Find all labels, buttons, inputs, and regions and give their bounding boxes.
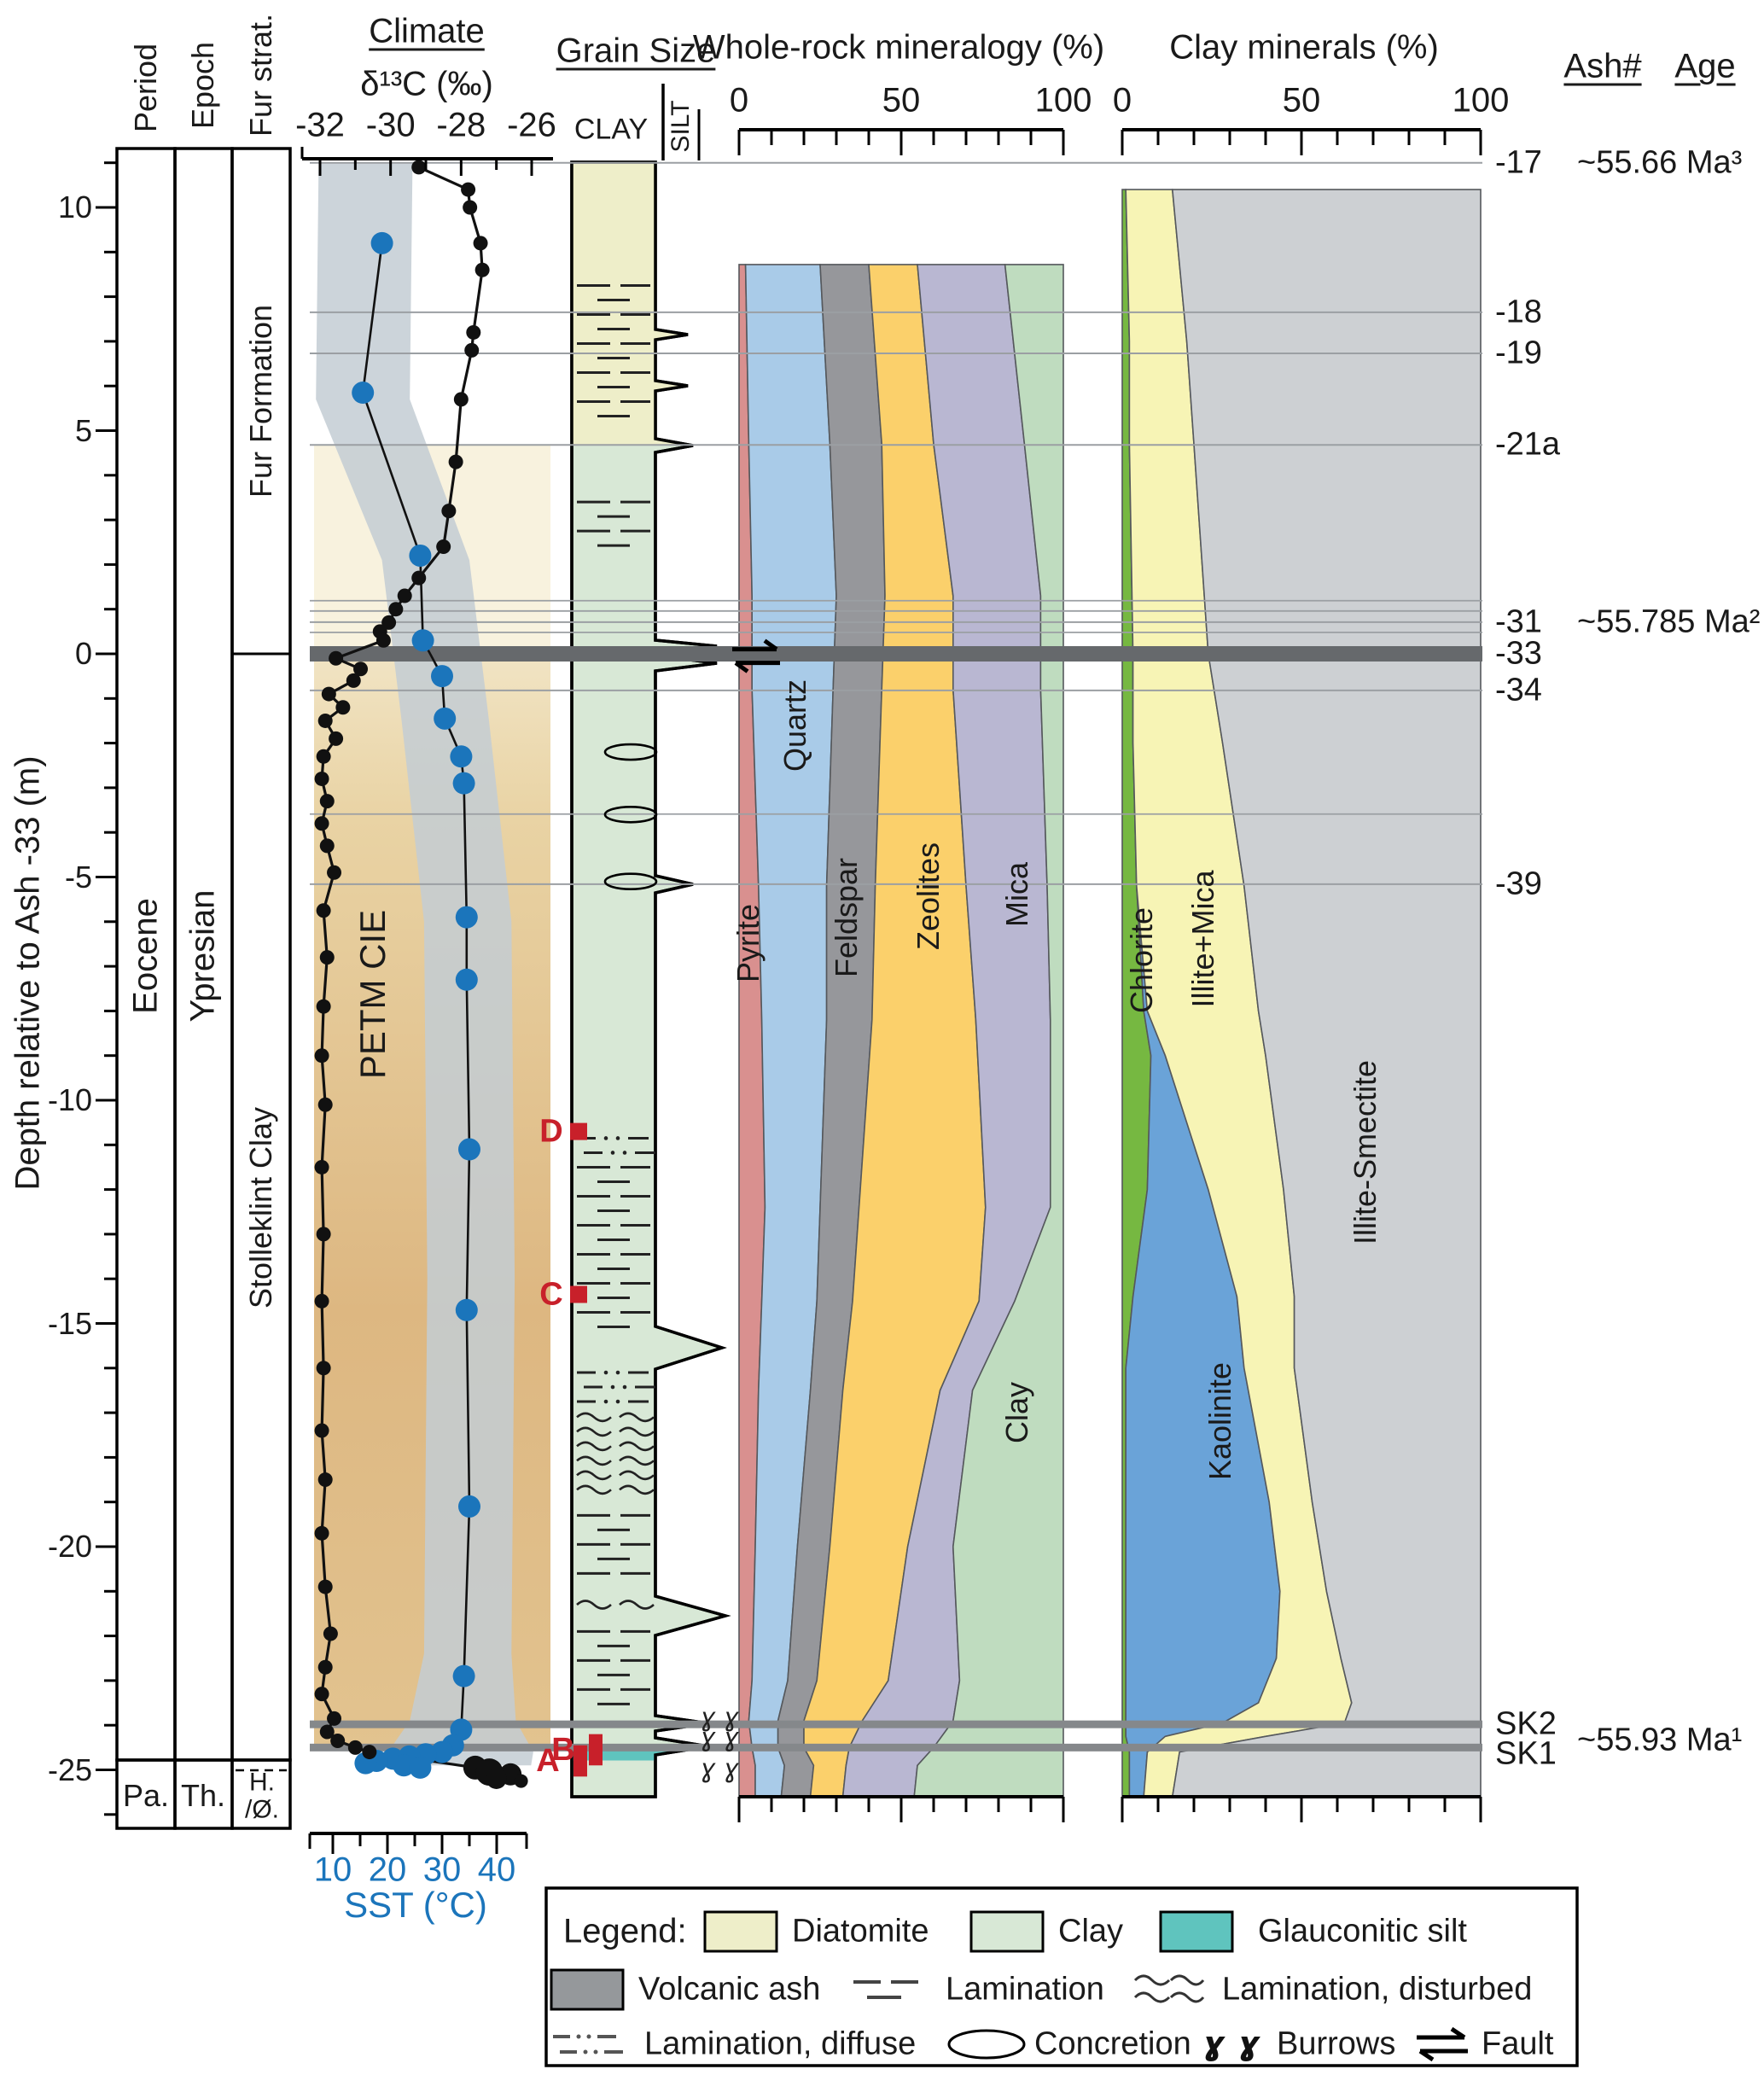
d13c-tick--26: -26 xyxy=(507,106,556,144)
legend-graphics: ɣ ɣ xyxy=(544,1886,1579,2067)
strat-bottom: H. /Ø. xyxy=(244,1768,280,1823)
d13c-tick--30: -30 xyxy=(365,106,416,144)
legend-fault: Fault xyxy=(1482,2025,1554,2062)
ash-label-SK1: SK1 xyxy=(1495,1735,1557,1772)
depth-tick-5: 5 xyxy=(74,412,92,448)
depth-tick-0: 0 xyxy=(74,636,92,671)
svg-text:D: D xyxy=(539,1114,562,1150)
legend-lamination-disturbed: Lamination, disturbed xyxy=(1222,1971,1533,2008)
depth-tick--20: -20 xyxy=(47,1529,92,1564)
ash-label-SK2: SK2 xyxy=(1495,1705,1557,1742)
ash-header: Ash# xyxy=(1563,47,1642,85)
wholerock-title: Whole-rock mineralogy (%) xyxy=(692,28,1105,67)
legend-burrows: Burrows xyxy=(1277,2025,1396,2062)
ash-label-18: -18 xyxy=(1495,294,1542,330)
d13c-tick--32: -32 xyxy=(295,106,345,144)
svg-text:ɣ ɣ: ɣ ɣ xyxy=(700,1723,739,1753)
period-header: Period xyxy=(128,43,163,133)
climate-curves xyxy=(314,160,528,1789)
d13c-axis-label: δ¹³C (‰) xyxy=(360,65,493,103)
sst-tick-20: 20 xyxy=(368,1851,407,1889)
sst-tick-30: 30 xyxy=(422,1851,462,1889)
period-value: Eocene xyxy=(126,898,165,1014)
svg-text:ɣ ɣ: ɣ ɣ xyxy=(700,1755,739,1785)
clayminerals-stacked-areas xyxy=(1121,189,1482,1798)
climate-title: Climate xyxy=(369,12,485,50)
epoch-bottom: Th. xyxy=(180,1778,226,1813)
zone-quartz: Quartz xyxy=(777,679,812,772)
column-frames xyxy=(115,147,292,1830)
svg-text:ɣ ɣ: ɣ ɣ xyxy=(700,1703,739,1733)
wr-tick-100: 100 xyxy=(1034,81,1092,119)
wr-tick-50: 50 xyxy=(882,81,921,119)
age-label-17: ~55.66 Ma³ xyxy=(1577,144,1743,181)
age-header: Age xyxy=(1674,47,1736,85)
cm-tick-100: 100 xyxy=(1452,81,1510,119)
zone-zeolites: Zeolites xyxy=(911,842,946,951)
ash-label-31: -31 xyxy=(1495,603,1542,640)
legend-concretion: Concretion xyxy=(1034,2025,1191,2062)
grainsize-title: Grain Size xyxy=(556,32,716,70)
legend-lamination: Lamination xyxy=(946,1971,1104,2008)
period-bottom: Pa. xyxy=(122,1778,170,1813)
age-label-SK1: ~55.93 Ma¹ xyxy=(1577,1722,1743,1758)
silt-scale-label: SILT xyxy=(667,100,695,153)
depth-tick-10: 10 xyxy=(57,189,92,224)
wholerock-stacked-areas xyxy=(738,264,1064,1798)
depth-tick--15: -15 xyxy=(47,1305,92,1341)
ash-label-39: -39 xyxy=(1495,866,1542,902)
ash-label-17: -17 xyxy=(1495,144,1542,181)
svg-text:ɣ ɣ: ɣ ɣ xyxy=(1202,2025,1261,2062)
sst-tick-10: 10 xyxy=(313,1851,352,1889)
sst-tick-40: 40 xyxy=(477,1851,516,1889)
legend-clay: Clay xyxy=(1058,1913,1124,1950)
legend-diatomite: Diatomite xyxy=(792,1913,929,1950)
ash-label-21a: -21a xyxy=(1495,426,1561,463)
clay-scale-label: CLAY xyxy=(573,113,649,146)
cm-tick-50: 50 xyxy=(1282,81,1321,119)
zone-mica: Mica xyxy=(999,861,1034,928)
age-label-31: ~55.785 Ma² xyxy=(1577,603,1761,640)
zone-chlorite: Chlorite xyxy=(1124,906,1159,1014)
strat-upper: Fur Formation xyxy=(243,304,278,498)
depth-tick--25: -25 xyxy=(47,1752,92,1787)
epoch-header: Epoch xyxy=(185,41,220,130)
svg-text:B: B xyxy=(551,1732,574,1768)
ash-label-34: -34 xyxy=(1495,672,1542,708)
sst-uncertainty-band xyxy=(316,162,533,1766)
legend-glauconitic: Glauconitic silt xyxy=(1258,1913,1467,1950)
sst-axis-label: SST (°C) xyxy=(344,1885,487,1925)
grainsize-column xyxy=(570,160,731,1798)
svg-text:A: A xyxy=(536,1743,559,1779)
ash-gridlines xyxy=(310,161,1482,1752)
zone-illite-smectite: Illite-Smectite xyxy=(1348,1059,1383,1245)
ash-label-33: -33 xyxy=(1495,635,1542,672)
epoch-value: Ypresian xyxy=(183,889,222,1023)
zone-feldspar: Feldspar xyxy=(829,857,864,978)
depth-tick--5: -5 xyxy=(64,859,92,895)
strat-lower: Stolleklint Clay xyxy=(243,1106,278,1309)
zone-kaolinite: Kaolinite xyxy=(1202,1361,1237,1481)
wr-tick-0: 0 xyxy=(729,81,749,119)
legend-volcanic-ash: Volcanic ash xyxy=(638,1971,821,2008)
strat-header: Fur strat. xyxy=(243,13,278,137)
cm-tick-0: 0 xyxy=(1112,81,1132,119)
zone-illite-mica: Illite+Mica xyxy=(1185,870,1220,1008)
d13c-tick--28: -28 xyxy=(436,106,486,144)
depth-axis-label: Depth relative to Ash -33 (m) xyxy=(9,755,47,1191)
clayminerals-title: Clay minerals (%) xyxy=(1169,28,1439,67)
legend-lamination-diffuse: Lamination, diffuse xyxy=(644,2025,917,2062)
ash-label-19: -19 xyxy=(1495,335,1542,371)
petm-cie-label: PETM CIE xyxy=(352,909,393,1080)
svg-text:C: C xyxy=(539,1277,562,1313)
depth-tick--10: -10 xyxy=(47,1082,92,1117)
zone-pyrite: Pyrite xyxy=(731,903,766,983)
axes xyxy=(96,84,1482,1854)
legend-title: Legend: xyxy=(563,1912,687,1950)
zone-clay: Clay xyxy=(999,1381,1034,1444)
